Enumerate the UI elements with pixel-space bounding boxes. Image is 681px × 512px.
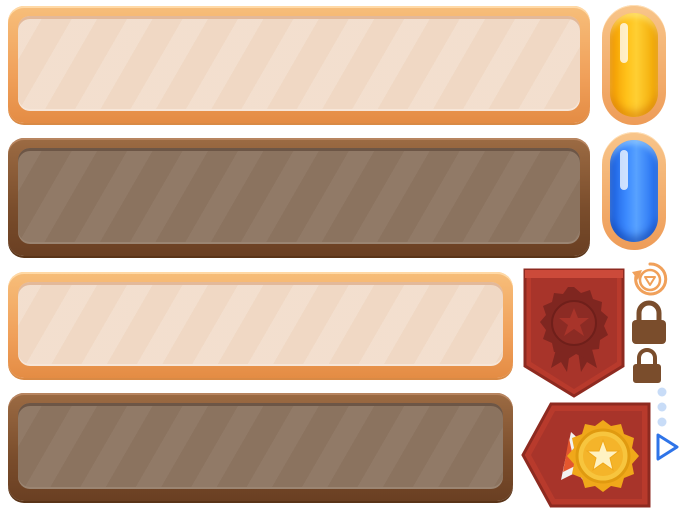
play-arrow-icon[interactable] [654,432,680,462]
blue-pill-core [610,140,658,242]
dark-panel-inset [18,403,503,489]
locked-medal-ribbon [523,268,625,398]
lock-icon [633,348,661,383]
blue-pill-shine [620,150,628,190]
dark-panel-inset [18,148,580,244]
gold-pill-button[interactable] [602,5,666,125]
light-wood-panel-1 [8,6,590,123]
gold-pill-shine [620,23,628,63]
light-wood-panel-2 [8,272,513,378]
lock-icon [632,300,666,344]
light-panel-inset [18,282,503,366]
light-panel-inset [18,16,580,111]
replay-icon[interactable] [630,258,670,300]
ellipsis-dots-icon [657,387,667,427]
gold-pill-core [610,13,658,117]
gold-star-medal [521,402,651,508]
dark-wood-panel-1 [8,138,590,256]
blue-pill-button[interactable] [602,132,666,250]
dark-wood-panel-2 [8,393,513,501]
